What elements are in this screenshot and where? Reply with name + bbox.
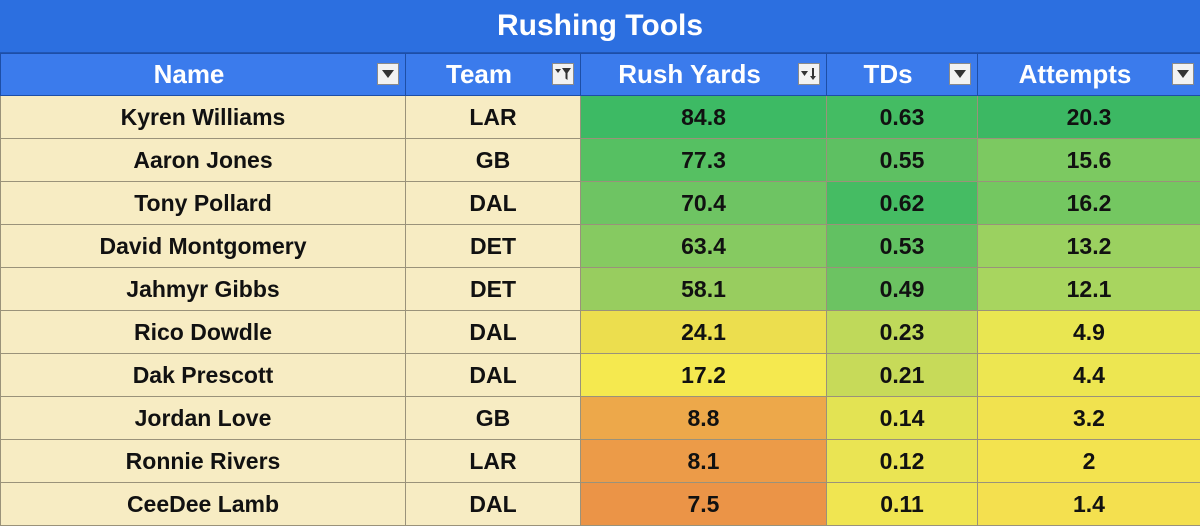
player-name-cell[interactable]: Aaron Jones: [1, 139, 406, 182]
team-cell[interactable]: DET: [406, 268, 581, 311]
attempts-cell[interactable]: 3.2: [978, 397, 1200, 440]
player-name-cell[interactable]: Jahmyr Gibbs: [1, 268, 406, 311]
column-header-rush-yards: Rush Yards: [581, 54, 827, 96]
rush-yards-cell[interactable]: 84.8: [581, 96, 827, 139]
rush-yards-cell[interactable]: 7.5: [581, 483, 827, 526]
team-cell[interactable]: LAR: [406, 440, 581, 483]
table-title: Rushing Tools: [0, 0, 1200, 54]
player-name-cell[interactable]: Ronnie Rivers: [1, 440, 406, 483]
header-row: Name Team Rush Yards: [1, 54, 1200, 96]
team-cell[interactable]: DAL: [406, 182, 581, 225]
attempts-cell[interactable]: 12.1: [978, 268, 1200, 311]
team-cell[interactable]: LAR: [406, 96, 581, 139]
tds-cell[interactable]: 0.14: [827, 397, 978, 440]
dropdown-filter-icon[interactable]: [1172, 63, 1194, 85]
tds-cell[interactable]: 0.11: [827, 483, 978, 526]
attempts-cell[interactable]: 20.3: [978, 96, 1200, 139]
player-name-cell[interactable]: David Montgomery: [1, 225, 406, 268]
rush-yards-cell[interactable]: 24.1: [581, 311, 827, 354]
team-cell[interactable]: DAL: [406, 311, 581, 354]
rush-yards-cell[interactable]: 58.1: [581, 268, 827, 311]
player-name-cell[interactable]: Dak Prescott: [1, 354, 406, 397]
player-name-cell[interactable]: Rico Dowdle: [1, 311, 406, 354]
team-cell[interactable]: DAL: [406, 483, 581, 526]
rushing-table: Name Team Rush Yards: [0, 53, 1200, 526]
attempts-cell[interactable]: 4.9: [978, 311, 1200, 354]
tds-cell[interactable]: 0.23: [827, 311, 978, 354]
attempts-cell[interactable]: 15.6: [978, 139, 1200, 182]
attempts-cell[interactable]: 16.2: [978, 182, 1200, 225]
player-name-cell[interactable]: Tony Pollard: [1, 182, 406, 225]
dropdown-filter-icon[interactable]: [949, 63, 971, 85]
column-header-name: Name: [1, 54, 406, 96]
active-filter-icon[interactable]: [552, 63, 574, 85]
column-header-label: Team: [446, 59, 512, 90]
rush-yards-cell[interactable]: 63.4: [581, 225, 827, 268]
player-name-cell[interactable]: CeeDee Lamb: [1, 483, 406, 526]
column-header-label: Attempts: [1019, 59, 1132, 90]
column-header-attempts: Attempts: [978, 54, 1200, 96]
tds-cell[interactable]: 0.62: [827, 182, 978, 225]
rush-yards-cell[interactable]: 8.8: [581, 397, 827, 440]
sort-descending-icon[interactable]: [798, 63, 820, 85]
tds-cell[interactable]: 0.55: [827, 139, 978, 182]
tds-cell[interactable]: 0.12: [827, 440, 978, 483]
tds-cell[interactable]: 0.21: [827, 354, 978, 397]
attempts-cell[interactable]: 2: [978, 440, 1200, 483]
team-cell[interactable]: DAL: [406, 354, 581, 397]
player-name-cell[interactable]: Jordan Love: [1, 397, 406, 440]
player-name-cell[interactable]: Kyren Williams: [1, 96, 406, 139]
tds-cell[interactable]: 0.63: [827, 96, 978, 139]
column-header-label: Name: [154, 59, 225, 90]
dropdown-filter-icon[interactable]: [377, 63, 399, 85]
attempts-cell[interactable]: 4.4: [978, 354, 1200, 397]
team-cell[interactable]: DET: [406, 225, 581, 268]
rush-yards-cell[interactable]: 8.1: [581, 440, 827, 483]
rush-yards-cell[interactable]: 77.3: [581, 139, 827, 182]
column-header-tds: TDs: [827, 54, 978, 96]
column-header-label: Rush Yards: [618, 59, 761, 90]
column-header-team: Team: [406, 54, 581, 96]
attempts-cell[interactable]: 1.4: [978, 483, 1200, 526]
column-header-label: TDs: [863, 59, 912, 90]
tds-cell[interactable]: 0.53: [827, 225, 978, 268]
attempts-cell[interactable]: 13.2: [978, 225, 1200, 268]
team-cell[interactable]: GB: [406, 397, 581, 440]
rush-yards-cell[interactable]: 70.4: [581, 182, 827, 225]
team-cell[interactable]: GB: [406, 139, 581, 182]
tds-cell[interactable]: 0.49: [827, 268, 978, 311]
rush-yards-cell[interactable]: 17.2: [581, 354, 827, 397]
